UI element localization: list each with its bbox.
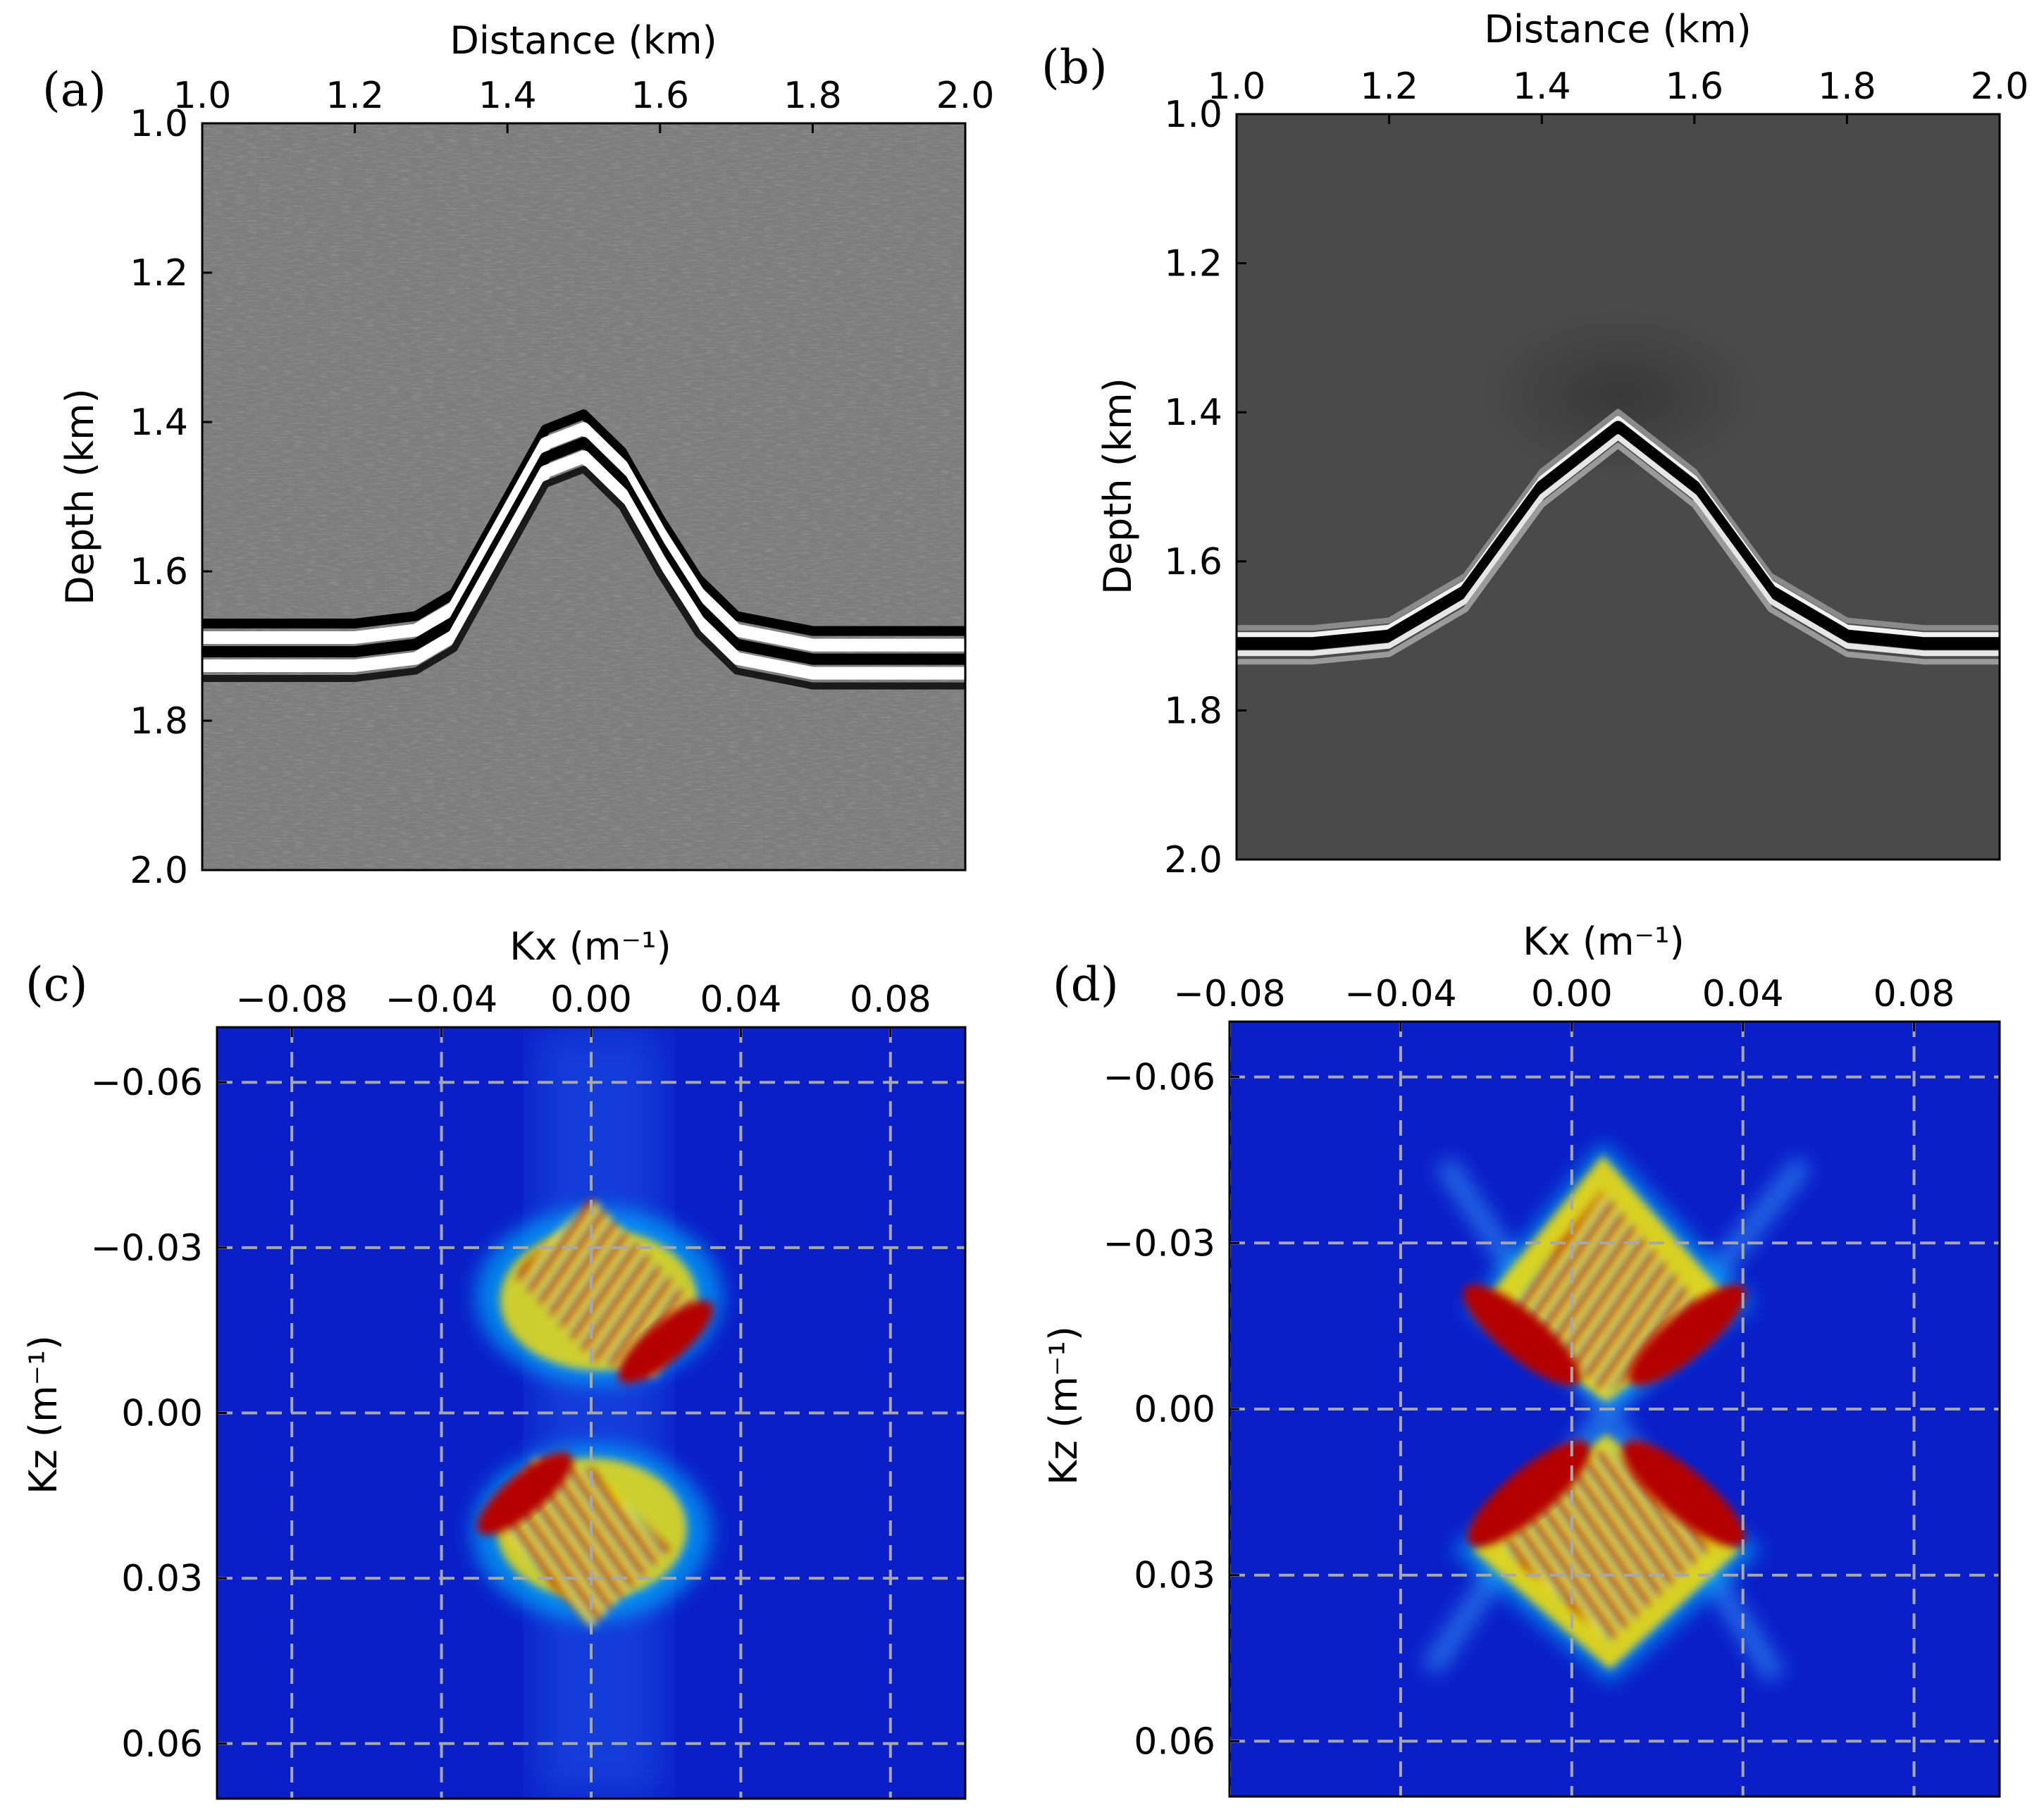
y-tick-label: 0.00 (121, 1393, 203, 1435)
panel-d-label: (d) (1053, 957, 1119, 1012)
y-tick-label: 0.03 (121, 1558, 203, 1600)
panel-a-xlabel: Distance (km) (450, 18, 717, 63)
panel-d-image (1230, 1022, 2000, 1797)
x-tick-label: 1.2 (326, 75, 384, 117)
y-tick-label: 2.0 (130, 850, 188, 892)
x-tick-label: 1.8 (1818, 66, 1876, 108)
y-tick-label: 0.03 (1134, 1555, 1215, 1597)
y-tick-label: 1.2 (1164, 243, 1222, 285)
y-tick-label: −0.06 (91, 1062, 203, 1104)
x-tick-label: 1.2 (1360, 66, 1418, 108)
panel-d-lower-lobe (1451, 1430, 1761, 1684)
y-tick-label: −0.03 (91, 1227, 203, 1270)
panel-d-xlabel: Kx (m⁻¹) (1523, 919, 1684, 964)
y-tick-label: 1.4 (130, 402, 188, 444)
x-tick-label: 1.4 (478, 75, 537, 117)
x-tick-label: 1.4 (1513, 66, 1571, 108)
x-tick-label: −0.08 (1173, 973, 1285, 1015)
x-tick-label: 0.00 (550, 979, 632, 1021)
reflector-band (202, 450, 965, 680)
y-tick-label: 1.6 (130, 551, 188, 593)
panel-d-x-ticks: −0.08 −0.04 0.00 0.04 0.08 (1173, 973, 1955, 1031)
x-tick-label: 0.08 (850, 979, 931, 1021)
panel-b-x-ticks: 1.0 1.2 1.4 1.6 1.8 2.0 (1208, 66, 2029, 124)
x-tick-label: 1.0 (173, 75, 232, 117)
panel-a-x-ticks: 1.0 1.2 1.4 1.6 1.8 2.0 (173, 75, 995, 133)
panel-a-y-ticks: 1.0 1.2 1.4 1.6 1.8 2.0 (130, 103, 212, 892)
panel-d-y-ticks: −0.06 −0.03 0.00 0.03 0.06 (1103, 1057, 1239, 1763)
panel-a-label: (a) (42, 63, 106, 117)
y-tick-label: 1.6 (1164, 541, 1222, 583)
x-tick-label: 1.6 (631, 75, 689, 117)
reflector-band (202, 409, 965, 636)
y-tick-label: 1.0 (1164, 94, 1222, 136)
panel-a: 1.0 1.2 1.4 1.6 1.8 2.0 1.0 1.2 1.4 1.6 1.8 2.0 Di… (42, 18, 994, 892)
reflector-band (1237, 421, 2000, 650)
panel-b-frame (1235, 113, 2001, 861)
panel-d-ylabel: Kz (m⁻¹) (1041, 1326, 1086, 1485)
panel-c-upper-lobe (476, 1198, 722, 1384)
x-tick-label: 1.8 (783, 75, 842, 117)
reflector-band (202, 422, 965, 652)
panel-d-upper-lobe (1463, 1141, 1754, 1409)
panel-b: 1.0 1.2 1.4 1.6 1.8 2.0 1.0 1.2 1.4 1.6 1.8 2.0 Di… (1041, 7, 2028, 881)
y-tick-label: −0.03 (1103, 1222, 1215, 1265)
panel-c-image (217, 1027, 965, 1799)
panel-c-xlabel: Kx (m⁻¹) (509, 924, 671, 969)
y-tick-label: 1.0 (130, 103, 188, 145)
reflector-band (202, 466, 965, 690)
x-tick-label: −0.04 (385, 979, 497, 1021)
y-tick-label: 1.4 (1164, 392, 1222, 434)
panel-c-ylabel: Kz (m⁻¹) (21, 1335, 66, 1494)
reflector-band (1237, 442, 2000, 665)
y-tick-label: 1.8 (130, 700, 188, 743)
panel-a-frame (201, 122, 967, 872)
y-tick-label: 0.06 (121, 1723, 203, 1766)
y-tick-label: 0.00 (1134, 1389, 1215, 1431)
panel-b-reflector (1237, 409, 2000, 665)
panel-c-x-ticks: −0.08 −0.04 0.00 0.04 0.08 (236, 979, 931, 1037)
panel-c: −0.08 −0.04 0.00 0.04 0.08 −0.06 −0.03 0.00 0.0… (21, 924, 967, 1800)
y-tick-label: −0.06 (1103, 1057, 1215, 1099)
y-tick-label: 1.2 (130, 252, 188, 294)
x-tick-label: −0.04 (1344, 973, 1456, 1015)
panel-d-grid (1230, 1022, 2000, 1797)
reflector-band (1237, 434, 2000, 657)
reflector-band (1237, 416, 2000, 638)
x-tick-label: 0.08 (1873, 973, 1955, 1015)
panel-b-image (1237, 114, 2000, 860)
panel-b-y-ticks: 1.0 1.2 1.4 1.6 1.8 2.0 (1164, 94, 1246, 881)
x-tick-label: 2.0 (1971, 66, 2029, 108)
y-tick-label: 1.8 (1164, 690, 1222, 732)
x-tick-label: 0.04 (1702, 973, 1784, 1015)
panel-d: −0.08 −0.04 0.00 0.04 0.08 −0.06 −0.03 0.00 0.0… (1041, 919, 2001, 1798)
panel-a-image (202, 123, 965, 870)
panel-a-reflector (202, 409, 965, 690)
y-tick-label: 0.06 (1134, 1720, 1215, 1763)
x-tick-label: 0.04 (700, 979, 782, 1021)
panel-c-y-ticks: −0.06 −0.03 0.00 0.03 0.06 (91, 1062, 227, 1766)
x-tick-label: 1.0 (1208, 66, 1266, 108)
x-tick-label: −0.08 (236, 979, 348, 1021)
reflector-band (1237, 409, 2000, 631)
reflector-band (202, 437, 965, 665)
x-tick-label: 2.0 (936, 75, 995, 117)
panel-b-ylabel: Depth (km) (1096, 378, 1140, 595)
y-tick-label: 2.0 (1164, 839, 1222, 881)
panel-b-xlabel: Distance (km) (1484, 7, 1751, 51)
panel-b-label: (b) (1041, 40, 1108, 94)
x-tick-label: 1.6 (1665, 66, 1723, 108)
panel-c-label: (c) (25, 957, 87, 1012)
panel-a-ylabel: Depth (km) (58, 388, 102, 605)
x-tick-label: 0.00 (1531, 973, 1613, 1015)
panel-c-grid (217, 1027, 965, 1799)
